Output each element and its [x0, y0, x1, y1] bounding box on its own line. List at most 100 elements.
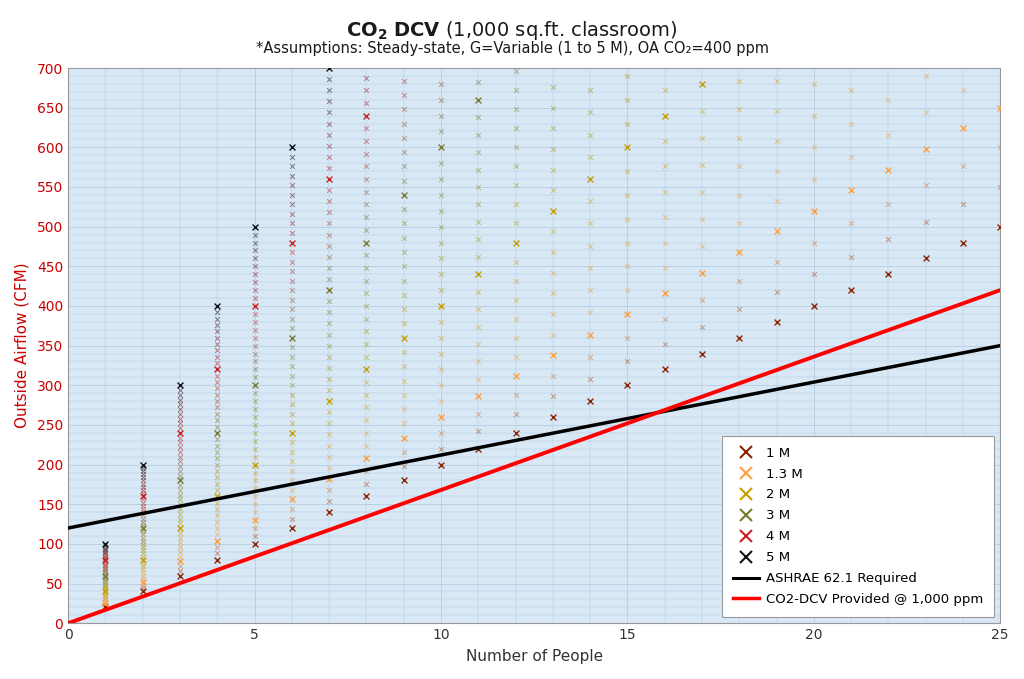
Point — [134, 488, 151, 498]
Point — [209, 472, 225, 483]
Point — [470, 234, 486, 244]
Point — [358, 402, 375, 413]
2 M — [284, 427, 300, 438]
4 M — [321, 174, 337, 185]
Point — [209, 351, 225, 362]
Point — [395, 318, 412, 329]
Point — [806, 79, 822, 90]
Point — [358, 186, 375, 197]
Point — [620, 94, 636, 105]
Point — [321, 452, 337, 462]
Point — [321, 162, 337, 173]
Point — [284, 304, 300, 314]
Point — [97, 562, 114, 573]
Point — [284, 189, 300, 200]
Point — [321, 307, 337, 318]
Point — [209, 523, 225, 534]
2 M — [321, 396, 337, 407]
Point — [545, 164, 561, 175]
Point — [134, 510, 151, 521]
Point — [134, 564, 151, 574]
Point — [247, 483, 263, 494]
Point — [582, 373, 598, 384]
5 M — [97, 538, 114, 549]
5 M — [209, 301, 225, 312]
Point — [843, 118, 859, 129]
Point — [358, 136, 375, 147]
Point — [321, 218, 337, 229]
Point — [134, 516, 151, 527]
Point — [881, 94, 897, 105]
Point — [172, 389, 188, 400]
Point — [247, 491, 263, 502]
Point — [507, 123, 523, 134]
2 M — [470, 269, 486, 280]
Point — [209, 332, 225, 343]
3 M — [97, 570, 114, 581]
Point — [507, 408, 523, 419]
Point — [247, 364, 263, 375]
1.3 M — [806, 205, 822, 216]
Point — [992, 181, 1009, 192]
1.3 M — [209, 535, 225, 546]
Point — [395, 375, 412, 386]
4 M — [97, 554, 114, 565]
Point — [172, 566, 188, 576]
Point — [97, 573, 114, 584]
Point — [582, 196, 598, 206]
Point — [768, 166, 784, 177]
Point — [433, 316, 450, 327]
Point — [134, 469, 151, 479]
Point — [321, 96, 337, 107]
1.3 M — [172, 556, 188, 567]
Point — [470, 356, 486, 367]
Point — [209, 466, 225, 477]
Point — [620, 71, 636, 81]
Point — [247, 420, 263, 430]
Point — [209, 434, 225, 445]
Point — [321, 296, 337, 307]
Point — [620, 237, 636, 248]
Point — [172, 537, 188, 548]
Point — [172, 418, 188, 428]
Point — [284, 361, 300, 371]
1.3 M — [731, 246, 748, 257]
Point — [694, 160, 711, 170]
Point — [731, 189, 748, 200]
Point — [134, 570, 151, 581]
Point — [284, 504, 300, 515]
Point — [284, 161, 300, 172]
Point — [172, 513, 188, 524]
Point — [358, 72, 375, 83]
Point — [507, 313, 523, 324]
Point — [918, 71, 934, 81]
Point — [395, 246, 412, 257]
Point — [470, 199, 486, 210]
Point — [172, 480, 188, 491]
1.3 M — [545, 350, 561, 361]
Point — [284, 208, 300, 219]
2 M — [656, 110, 673, 121]
Point — [433, 396, 450, 407]
Point — [395, 204, 412, 215]
Point — [806, 142, 822, 153]
Point — [172, 403, 188, 414]
Point — [620, 213, 636, 224]
Point — [918, 107, 934, 118]
Point — [209, 548, 225, 559]
Point — [321, 240, 337, 251]
Point — [209, 485, 225, 496]
Point — [881, 199, 897, 210]
Point — [134, 532, 151, 543]
Point — [284, 246, 300, 257]
Point — [395, 132, 412, 143]
Point — [507, 142, 523, 153]
Point — [284, 466, 300, 477]
Point — [582, 85, 598, 96]
Point — [97, 566, 114, 576]
Point — [209, 478, 225, 489]
1.3 M — [620, 308, 636, 319]
Point — [545, 288, 561, 299]
Point — [172, 494, 188, 505]
Point — [134, 542, 151, 553]
